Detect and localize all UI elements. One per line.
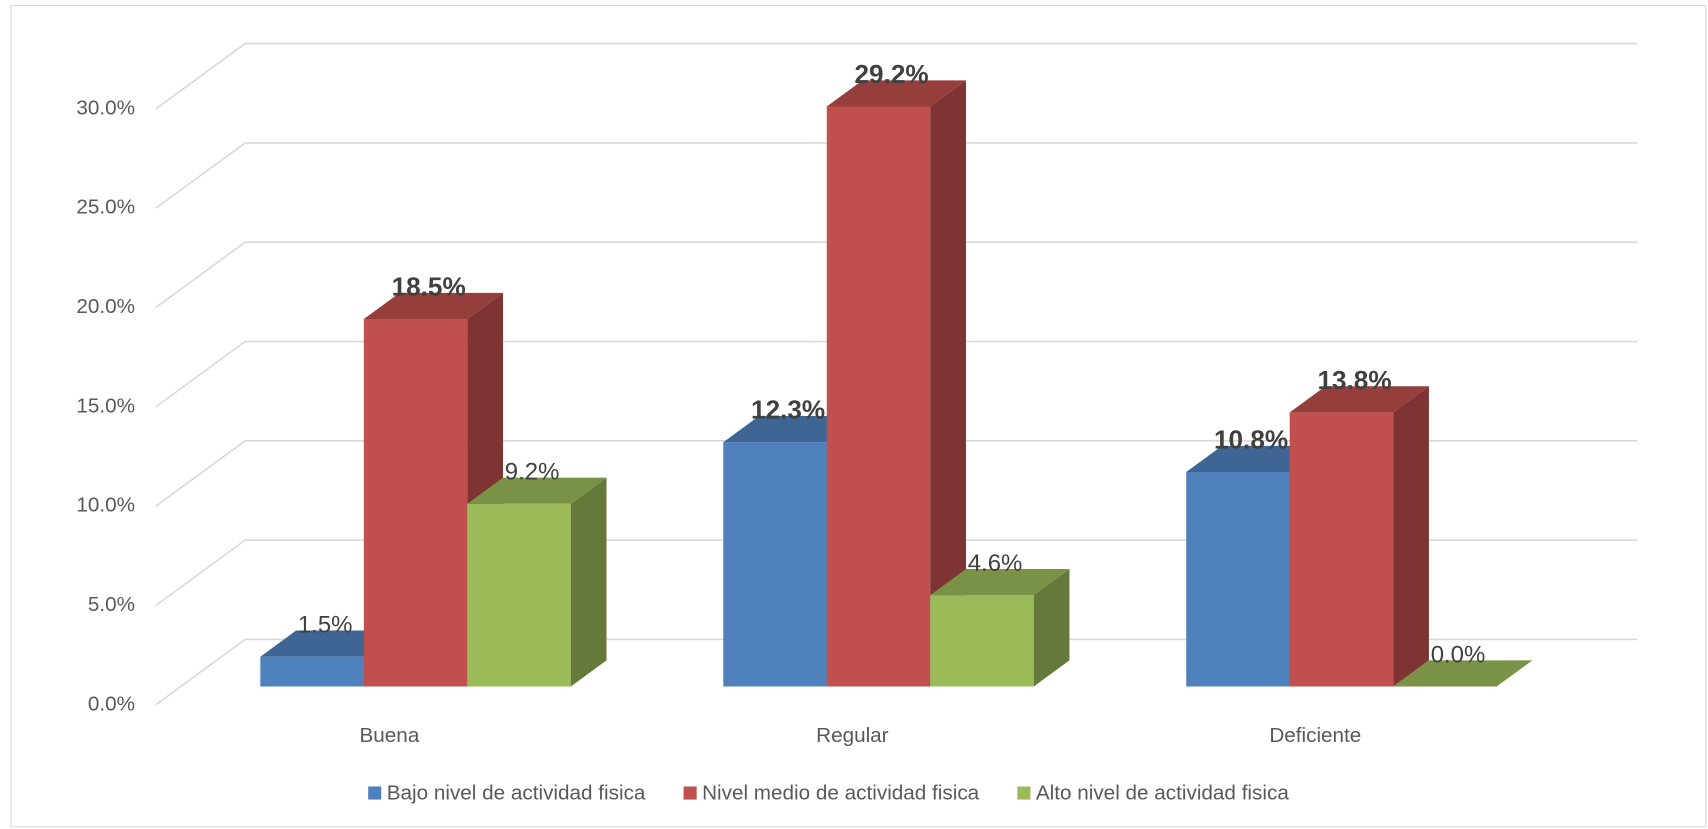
bar: [930, 568, 1070, 687]
grid-line: [155, 638, 1638, 706]
bar: [826, 80, 966, 687]
bar-front: [467, 503, 571, 687]
value-label: 18.5%: [392, 271, 466, 301]
legend-swatch: [683, 786, 697, 800]
grid-line: [155, 340, 1638, 408]
x-tick-label: Deficiente: [1269, 724, 1361, 747]
value-label: 4.6%: [968, 550, 1023, 577]
legend-label: Bajo nivel de actividad fisica: [387, 782, 646, 805]
bar-front: [930, 595, 1034, 687]
bar-front: [826, 106, 931, 687]
x-tick-label: Regular: [816, 724, 889, 747]
value-label: 1.5%: [298, 612, 353, 639]
x-tick-label: Buena: [360, 724, 420, 747]
value-label: 29.2%: [855, 59, 929, 89]
y-tick-label: 30.0%: [76, 96, 135, 119]
bar: [467, 477, 607, 687]
bar-front: [260, 656, 364, 687]
y-tick-label: 20.0%: [76, 295, 135, 318]
bar: [1289, 386, 1429, 687]
grid-line: [155, 42, 1638, 110]
grid-line: [155, 440, 1638, 507]
y-tick-label: 0.0%: [88, 692, 135, 715]
bar-top: [826, 80, 966, 107]
y-tick-label: 10.0%: [76, 494, 135, 517]
bar-front: [1289, 412, 1394, 687]
bar-side: [1393, 386, 1429, 687]
legend-swatch: [368, 786, 382, 800]
bar-front: [723, 442, 827, 687]
value-label: 0.0%: [1431, 641, 1486, 668]
bar-side: [570, 477, 607, 687]
y-tick-label: 25.0%: [76, 196, 135, 219]
value-label: 9.2%: [505, 459, 560, 486]
legend-swatch: [1017, 786, 1031, 800]
legend-label: Nivel medio de actividad fisica: [702, 782, 980, 805]
bar-front: [1186, 471, 1290, 687]
bar-top: [467, 477, 607, 504]
grid-line: [155, 241, 1638, 309]
value-label: 12.3%: [751, 395, 825, 425]
bar-side: [1033, 568, 1070, 687]
bar: [1393, 660, 1533, 687]
value-label: 10.8%: [1214, 424, 1288, 454]
bar-side: [930, 80, 966, 687]
y-tick-label: 5.0%: [88, 593, 135, 616]
grid-line: [155, 539, 1638, 607]
legend-label: Alto nivel de actividad fisica: [1036, 782, 1289, 805]
value-label: 13.8%: [1317, 365, 1391, 395]
bar-top: [930, 568, 1070, 596]
bar-top: [363, 292, 504, 320]
grid-line: [155, 142, 1638, 209]
bar-top: [1289, 386, 1429, 413]
y-tick-label: 15.0%: [76, 394, 135, 417]
bar-front: [363, 319, 468, 687]
bar-top: [1393, 660, 1533, 687]
